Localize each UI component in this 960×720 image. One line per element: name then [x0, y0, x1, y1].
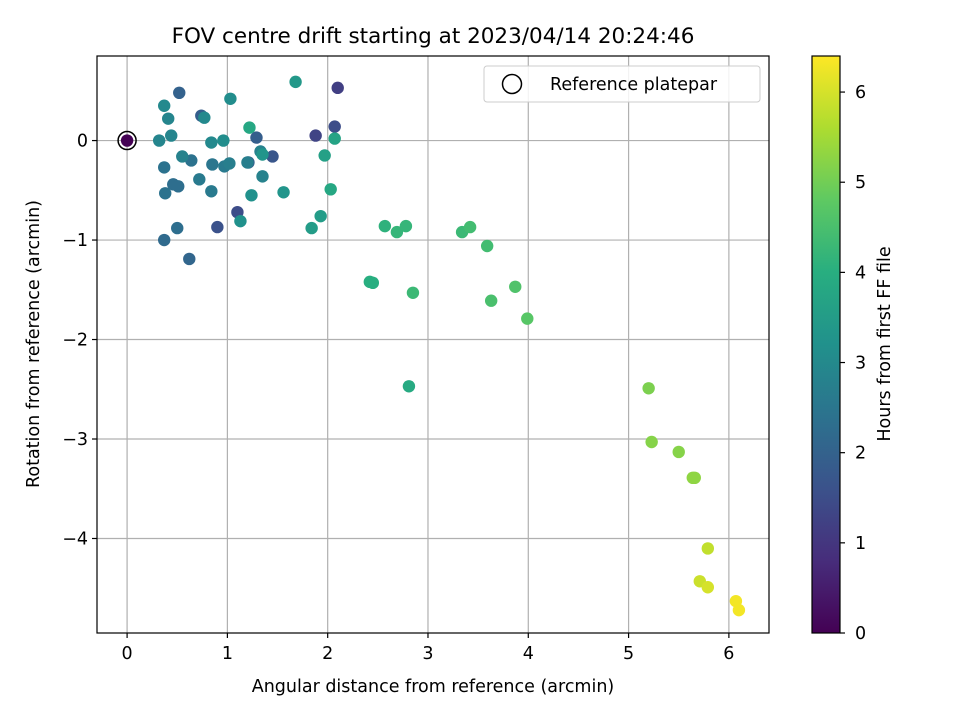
data-point — [406, 286, 420, 299]
data-point — [171, 221, 184, 235]
data-point — [318, 149, 331, 162]
data-point — [688, 471, 701, 485]
data-point — [402, 380, 416, 393]
data-point — [172, 180, 185, 193]
data-point — [289, 75, 302, 89]
data-point — [176, 150, 189, 163]
colorbar-label: Hours from first FF file — [875, 246, 895, 441]
data-point — [162, 112, 175, 125]
data-point — [463, 220, 477, 234]
plot-area-frame — [96, 55, 770, 634]
colorbar-tick-label: 2 — [855, 444, 866, 464]
data-point — [211, 220, 224, 234]
data-point — [645, 435, 658, 449]
x-tick-label: 0 — [122, 644, 133, 664]
data-point — [331, 81, 344, 95]
x-tick-label: 3 — [422, 644, 433, 664]
data-point — [732, 603, 746, 617]
data-point — [390, 225, 404, 239]
y-axis-label: Rotation from reference (arcmin) — [24, 200, 44, 488]
x-axis-label: Angular distance from reference (arcmin) — [252, 677, 615, 697]
legend-frame — [483, 65, 761, 103]
data-point — [309, 129, 322, 142]
data-point — [521, 312, 534, 325]
data-point — [158, 99, 171, 112]
data-point — [701, 542, 715, 555]
data-point — [234, 214, 247, 228]
legend-marker-icon — [501, 73, 523, 95]
colorbar-tick-label: 3 — [855, 354, 866, 374]
data-point — [223, 157, 236, 170]
data-point — [173, 86, 186, 100]
chart-title: FOV centre drift starting at 2023/04/14 … — [172, 24, 695, 49]
data-point — [366, 276, 380, 290]
colorbar-ticks: 0 1 2 3 4 5 6 — [840, 83, 866, 644]
data-point — [183, 252, 196, 266]
legend-label: Reference platepar — [550, 75, 718, 95]
data-point — [120, 134, 134, 147]
data-point — [241, 156, 254, 169]
data-point — [324, 183, 337, 196]
x-tick-label: 4 — [523, 644, 534, 664]
colorbar-tick-label: 6 — [855, 83, 866, 103]
y-tick-label: −3 — [62, 430, 88, 450]
colorbar-tick-label: 4 — [855, 263, 866, 283]
x-axis: 0 1 2 3 4 5 6 — [122, 633, 734, 664]
data-point — [672, 445, 685, 459]
data-point — [243, 121, 256, 134]
data-point — [314, 209, 327, 223]
grid — [97, 56, 769, 633]
data-point — [165, 129, 178, 142]
data-point — [277, 186, 290, 199]
colorbar — [811, 55, 841, 634]
data-point — [378, 219, 392, 233]
x-tick-label: 1 — [222, 644, 233, 664]
data-point — [250, 131, 263, 144]
data-point — [701, 581, 715, 594]
data-point — [205, 185, 218, 198]
x-tick-label: 2 — [322, 644, 333, 664]
data-point — [480, 239, 494, 253]
y-tick-label: 0 — [77, 132, 88, 152]
data-point — [256, 170, 269, 183]
colorbar-tick-label: 1 — [855, 534, 866, 554]
y-axis: −4 −3 −2 −1 0 — [62, 132, 97, 549]
data-point — [217, 134, 230, 147]
data-point — [224, 92, 237, 105]
x-tick-label: 6 — [723, 644, 734, 664]
colorbar-tick-label: 5 — [855, 173, 866, 193]
data-point — [484, 294, 498, 307]
data-point — [193, 173, 206, 186]
data-point — [266, 150, 279, 163]
data-point — [158, 233, 171, 247]
y-tick-label: −4 — [62, 529, 88, 549]
data-point — [158, 161, 171, 174]
data-points — [120, 75, 746, 617]
data-point — [245, 189, 258, 202]
data-point — [399, 219, 413, 233]
reference-platepar-marker — [117, 130, 137, 151]
colorbar-tick-label: 0 — [855, 624, 866, 644]
data-point — [198, 111, 211, 124]
data-point — [642, 382, 655, 395]
data-point — [305, 221, 318, 235]
data-point — [152, 134, 166, 147]
x-tick-label: 5 — [623, 644, 634, 664]
data-point — [509, 280, 522, 293]
y-tick-label: −2 — [62, 331, 88, 351]
data-point — [206, 158, 219, 171]
data-point — [159, 187, 172, 200]
data-point — [205, 136, 218, 149]
legend: Reference platepar — [483, 65, 761, 103]
y-tick-label: −1 — [62, 231, 88, 251]
data-point — [256, 148, 269, 161]
data-point — [328, 120, 341, 133]
data-point — [328, 132, 341, 145]
